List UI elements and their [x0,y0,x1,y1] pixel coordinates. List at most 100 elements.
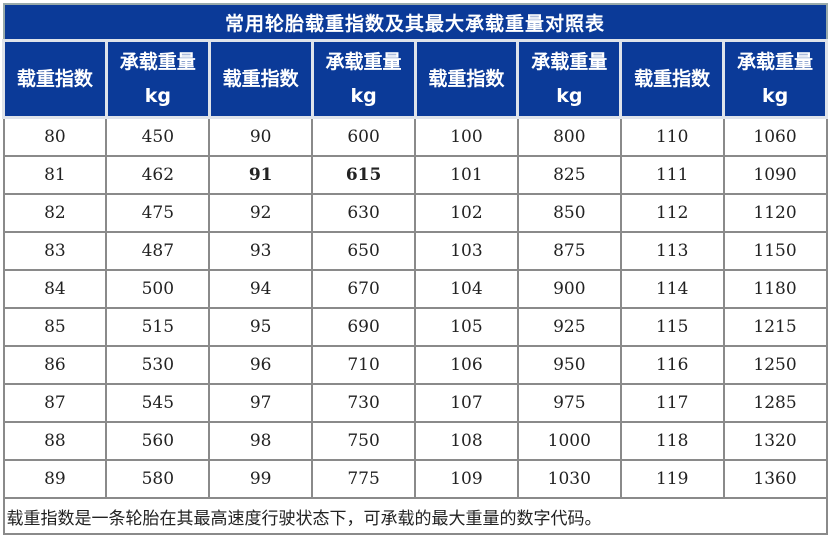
header-unit-label: kg [761,85,789,107]
header-load-index: 载重指数 [2,39,108,119]
header-load-capacity: 承载重量 kg [104,39,211,119]
load-index-cell: 95 [208,307,314,347]
load-capacity-cell: 690 [311,307,416,347]
table-row: 83 487 93 650 103 875 113 1150 [2,231,828,271]
table-row: 86 530 96 710 106 950 116 1250 [2,345,828,385]
load-capacity-cell: 825 [516,155,622,195]
table-row: 87 545 97 730 107 975 117 1285 [2,383,828,423]
load-capacity-cell: 515 [105,307,211,347]
load-capacity-cell: 950 [516,345,622,385]
load-index-cell: 116 [619,345,725,385]
load-index-cell: 119 [619,459,725,499]
table-row: 89 580 99 775 109 1030 119 1360 [2,459,828,499]
load-index-table: 常用轮胎载重指数及其最大承载重量对照表 载重指数 承载重量 kg 载重指数 承载重量 kg… [2,3,828,535]
load-capacity-cell: 450 [105,116,211,157]
load-index-cell: 94 [208,269,314,309]
load-index-cell: 110 [619,116,725,157]
load-index-cell: 98 [208,421,314,461]
load-capacity-cell: 545 [105,383,211,423]
load-index-cell: 90 [208,116,314,157]
header-load-label: 承载重量 [119,51,196,73]
load-capacity-cell: 600 [311,116,416,157]
load-capacity-cell: 900 [516,269,622,309]
load-capacity-cell: 560 [105,421,211,461]
load-capacity-cell: 1060 [722,116,828,157]
load-capacity-cell: 1215 [722,307,828,347]
load-capacity-cell: 1090 [722,155,828,195]
header-load-capacity: 承载重量 kg [310,39,417,119]
load-capacity-cell: 630 [311,193,416,233]
load-index-cell: 92 [208,193,314,233]
load-capacity-cell: 1360 [722,459,828,499]
table-row: 84 500 94 670 104 900 114 1180 [2,269,828,309]
load-capacity-cell: 615 [311,155,416,195]
header-unit-label: kg [556,85,583,107]
table-row: 85 515 95 690 105 925 115 1215 [2,307,828,347]
table-row: 81 462 91 615 101 825 111 1090 [2,155,828,195]
load-capacity-cell: 670 [311,269,416,309]
load-index-cell: 114 [619,269,725,309]
load-capacity-cell: 500 [105,269,211,309]
header-row: 载重指数 承载重量 kg 载重指数 承载重量 kg 载重指数 承载重量 kg 载重指数 承载重量 kg [2,39,828,119]
load-capacity-cell: 475 [105,193,211,233]
load-index-cell: 83 [2,231,108,271]
load-index-cell: 96 [208,345,314,385]
load-index-cell: 88 [2,421,108,461]
load-capacity-cell: 730 [311,383,416,423]
load-capacity-cell: 1000 [516,421,622,461]
header-load-index: 载重指数 [619,39,726,119]
table-row: 80 450 90 600 100 800 110 1060 [2,116,828,157]
load-index-cell: 117 [619,383,725,423]
load-index-cell: 82 [2,193,108,233]
load-index-cell: 115 [619,307,725,347]
load-capacity-cell: 650 [311,231,416,271]
load-capacity-cell: 1250 [722,345,828,385]
load-index-cell: 97 [208,383,314,423]
load-capacity-cell: 975 [516,383,622,423]
load-capacity-cell: 750 [311,421,416,461]
header-unit-label: kg [144,85,171,107]
load-index-cell: 102 [414,193,519,233]
load-index-cell: 103 [414,231,519,271]
load-capacity-cell: 875 [516,231,622,271]
load-capacity-cell: 462 [105,155,211,195]
load-index-cell: 85 [2,307,108,347]
table-title: 常用轮胎载重指数及其最大承载重量对照表 [2,3,828,42]
footnote: 载重指数是一条轮胎在其最高速度行驶状态下，可承载的最大重量的数字代码。 [2,497,828,535]
load-capacity-cell: 580 [105,459,211,499]
load-capacity-cell: 925 [516,307,622,347]
load-index-cell: 106 [414,345,519,385]
load-index-cell: 86 [2,345,108,385]
load-index-cell: 81 [2,155,108,195]
load-capacity-cell: 710 [311,345,416,385]
load-index-cell: 99 [208,459,314,499]
load-index-cell: 100 [414,116,519,157]
load-index-cell: 107 [414,383,519,423]
load-index-cell: 113 [619,231,725,271]
load-capacity-cell: 1180 [722,269,828,309]
load-capacity-cell: 1030 [516,459,622,499]
load-index-cell: 84 [2,269,108,309]
load-capacity-cell: 775 [311,459,416,499]
header-load-capacity: 承载重量 kg [516,39,623,119]
load-index-cell: 118 [619,421,725,461]
header-load-capacity: 承载重量 kg [722,39,828,119]
load-capacity-cell: 487 [105,231,211,271]
header-unit-label: kg [350,85,377,107]
load-capacity-cell: 1320 [722,421,828,461]
load-capacity-cell: 800 [516,116,622,157]
load-index-cell: 93 [208,231,314,271]
load-index-cell: 108 [414,421,519,461]
load-index-cell: 89 [2,459,108,499]
load-capacity-cell: 1285 [722,383,828,423]
load-capacity-cell: 530 [105,345,211,385]
load-index-cell: 91 [208,155,314,195]
table-row: 88 560 98 750 108 1000 118 1320 [2,421,828,461]
load-index-table-container: 常用轮胎载重指数及其最大承载重量对照表 载重指数 承载重量 kg 载重指数 承载重量 kg… [2,3,828,535]
header-load-label: 承载重量 [531,51,608,73]
load-index-cell: 111 [619,155,725,195]
load-capacity-cell: 1120 [722,193,828,233]
load-index-cell: 112 [619,193,725,233]
load-index-cell: 109 [414,459,519,499]
load-capacity-cell: 1150 [722,231,828,271]
